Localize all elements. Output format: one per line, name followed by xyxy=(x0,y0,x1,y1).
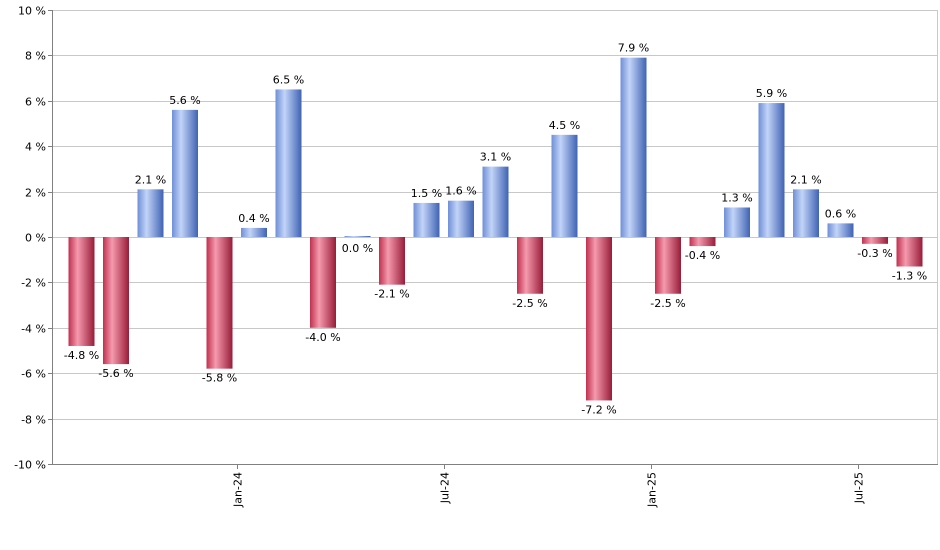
negative-bar xyxy=(862,237,888,244)
bar-value-label: 2.1 % xyxy=(135,173,166,186)
x-tick-label: Jan-24 xyxy=(232,472,245,508)
negative-bar xyxy=(310,237,336,328)
negative-bar xyxy=(206,237,233,369)
negative-bar xyxy=(896,237,923,267)
positive-bar xyxy=(724,207,750,237)
negative-bar xyxy=(586,237,612,401)
bars xyxy=(68,57,923,401)
positive-bar xyxy=(137,189,164,237)
bar-value-label: 5.9 % xyxy=(756,87,787,100)
x-tick-label: Jul-25 xyxy=(853,472,866,504)
positive-bar xyxy=(793,189,819,237)
bar-value-label: 3.1 % xyxy=(480,151,511,164)
x-tick-label: Jan-25 xyxy=(646,472,659,508)
positive-bar xyxy=(482,166,509,237)
y-tick-label: -8 % xyxy=(21,414,46,427)
negative-bar xyxy=(655,237,681,294)
y-tick-label: 8 % xyxy=(25,50,46,63)
y-tick-label: -4 % xyxy=(21,323,46,336)
y-tick-label: 4 % xyxy=(25,141,46,154)
bar-value-label: 7.9 % xyxy=(618,42,649,55)
bar-value-label: -5.8 % xyxy=(202,372,237,385)
y-tick-label: 10 % xyxy=(18,5,46,18)
positive-bar xyxy=(827,223,854,237)
y-tick-label: -10 % xyxy=(14,459,46,472)
positive-bar xyxy=(448,200,474,237)
bar-value-label: 1.5 % xyxy=(411,187,442,200)
bar-value-label: 1.6 % xyxy=(445,185,476,198)
positive-bar xyxy=(241,227,267,237)
data-labels: -4.8 % -5.6 % 2.1 % 5.6 % -5.8 % 0.4 % 6.5 % -4… xyxy=(64,42,927,417)
positive-bar xyxy=(172,109,198,237)
negative-bar xyxy=(379,237,405,285)
bar-value-label: -0.4 % xyxy=(685,249,720,262)
y-tick-label: -6 % xyxy=(21,368,46,381)
bar-value-label: -4.0 % xyxy=(305,331,340,344)
bar-value-label: 2.1 % xyxy=(790,173,821,186)
bar-value-label: 0.0 % xyxy=(342,242,373,255)
bar-value-label: -2.5 % xyxy=(650,297,685,310)
negative-bar xyxy=(689,237,716,247)
positive-bar xyxy=(344,236,371,237)
bar-value-label: -4.8 % xyxy=(64,349,99,362)
axes: 10 % 8 % 6 % 4 % 2 % 0 % -2 % -4 % -6 % -8 % -10 %… xyxy=(14,5,938,508)
positive-bar xyxy=(275,89,302,237)
positive-bar xyxy=(620,57,647,237)
bar-value-label: 0.4 % xyxy=(238,212,269,225)
bar-value-label: 0.6 % xyxy=(825,207,856,220)
bar-value-label: 6.5 % xyxy=(273,73,304,86)
y-tick-label: 2 % xyxy=(25,187,46,200)
bar-value-label: 5.6 % xyxy=(169,94,200,107)
positive-bar xyxy=(758,103,785,237)
y-tick-label: 6 % xyxy=(25,96,46,109)
bar-value-label: -5.6 % xyxy=(98,367,133,380)
negative-bar xyxy=(103,237,129,365)
positive-bar xyxy=(551,134,578,237)
gridlines xyxy=(52,10,938,465)
bar-value-label: -1.3 % xyxy=(892,270,927,283)
negative-bar xyxy=(517,237,543,294)
bar-value-label: -2.1 % xyxy=(374,288,409,301)
bar-value-label: -0.3 % xyxy=(857,247,892,260)
y-tick-label: -2 % xyxy=(21,277,46,290)
y-tick-label: 0 % xyxy=(25,232,46,245)
bar-value-label: -2.5 % xyxy=(512,297,547,310)
x-tick-label: Jul-24 xyxy=(439,472,452,504)
positive-bar xyxy=(413,202,440,237)
bar-value-label: 1.3 % xyxy=(721,191,752,204)
negative-bar xyxy=(68,237,95,346)
bar-value-label: -7.2 % xyxy=(581,403,616,416)
bar-value-label: 4.5 % xyxy=(549,119,580,132)
